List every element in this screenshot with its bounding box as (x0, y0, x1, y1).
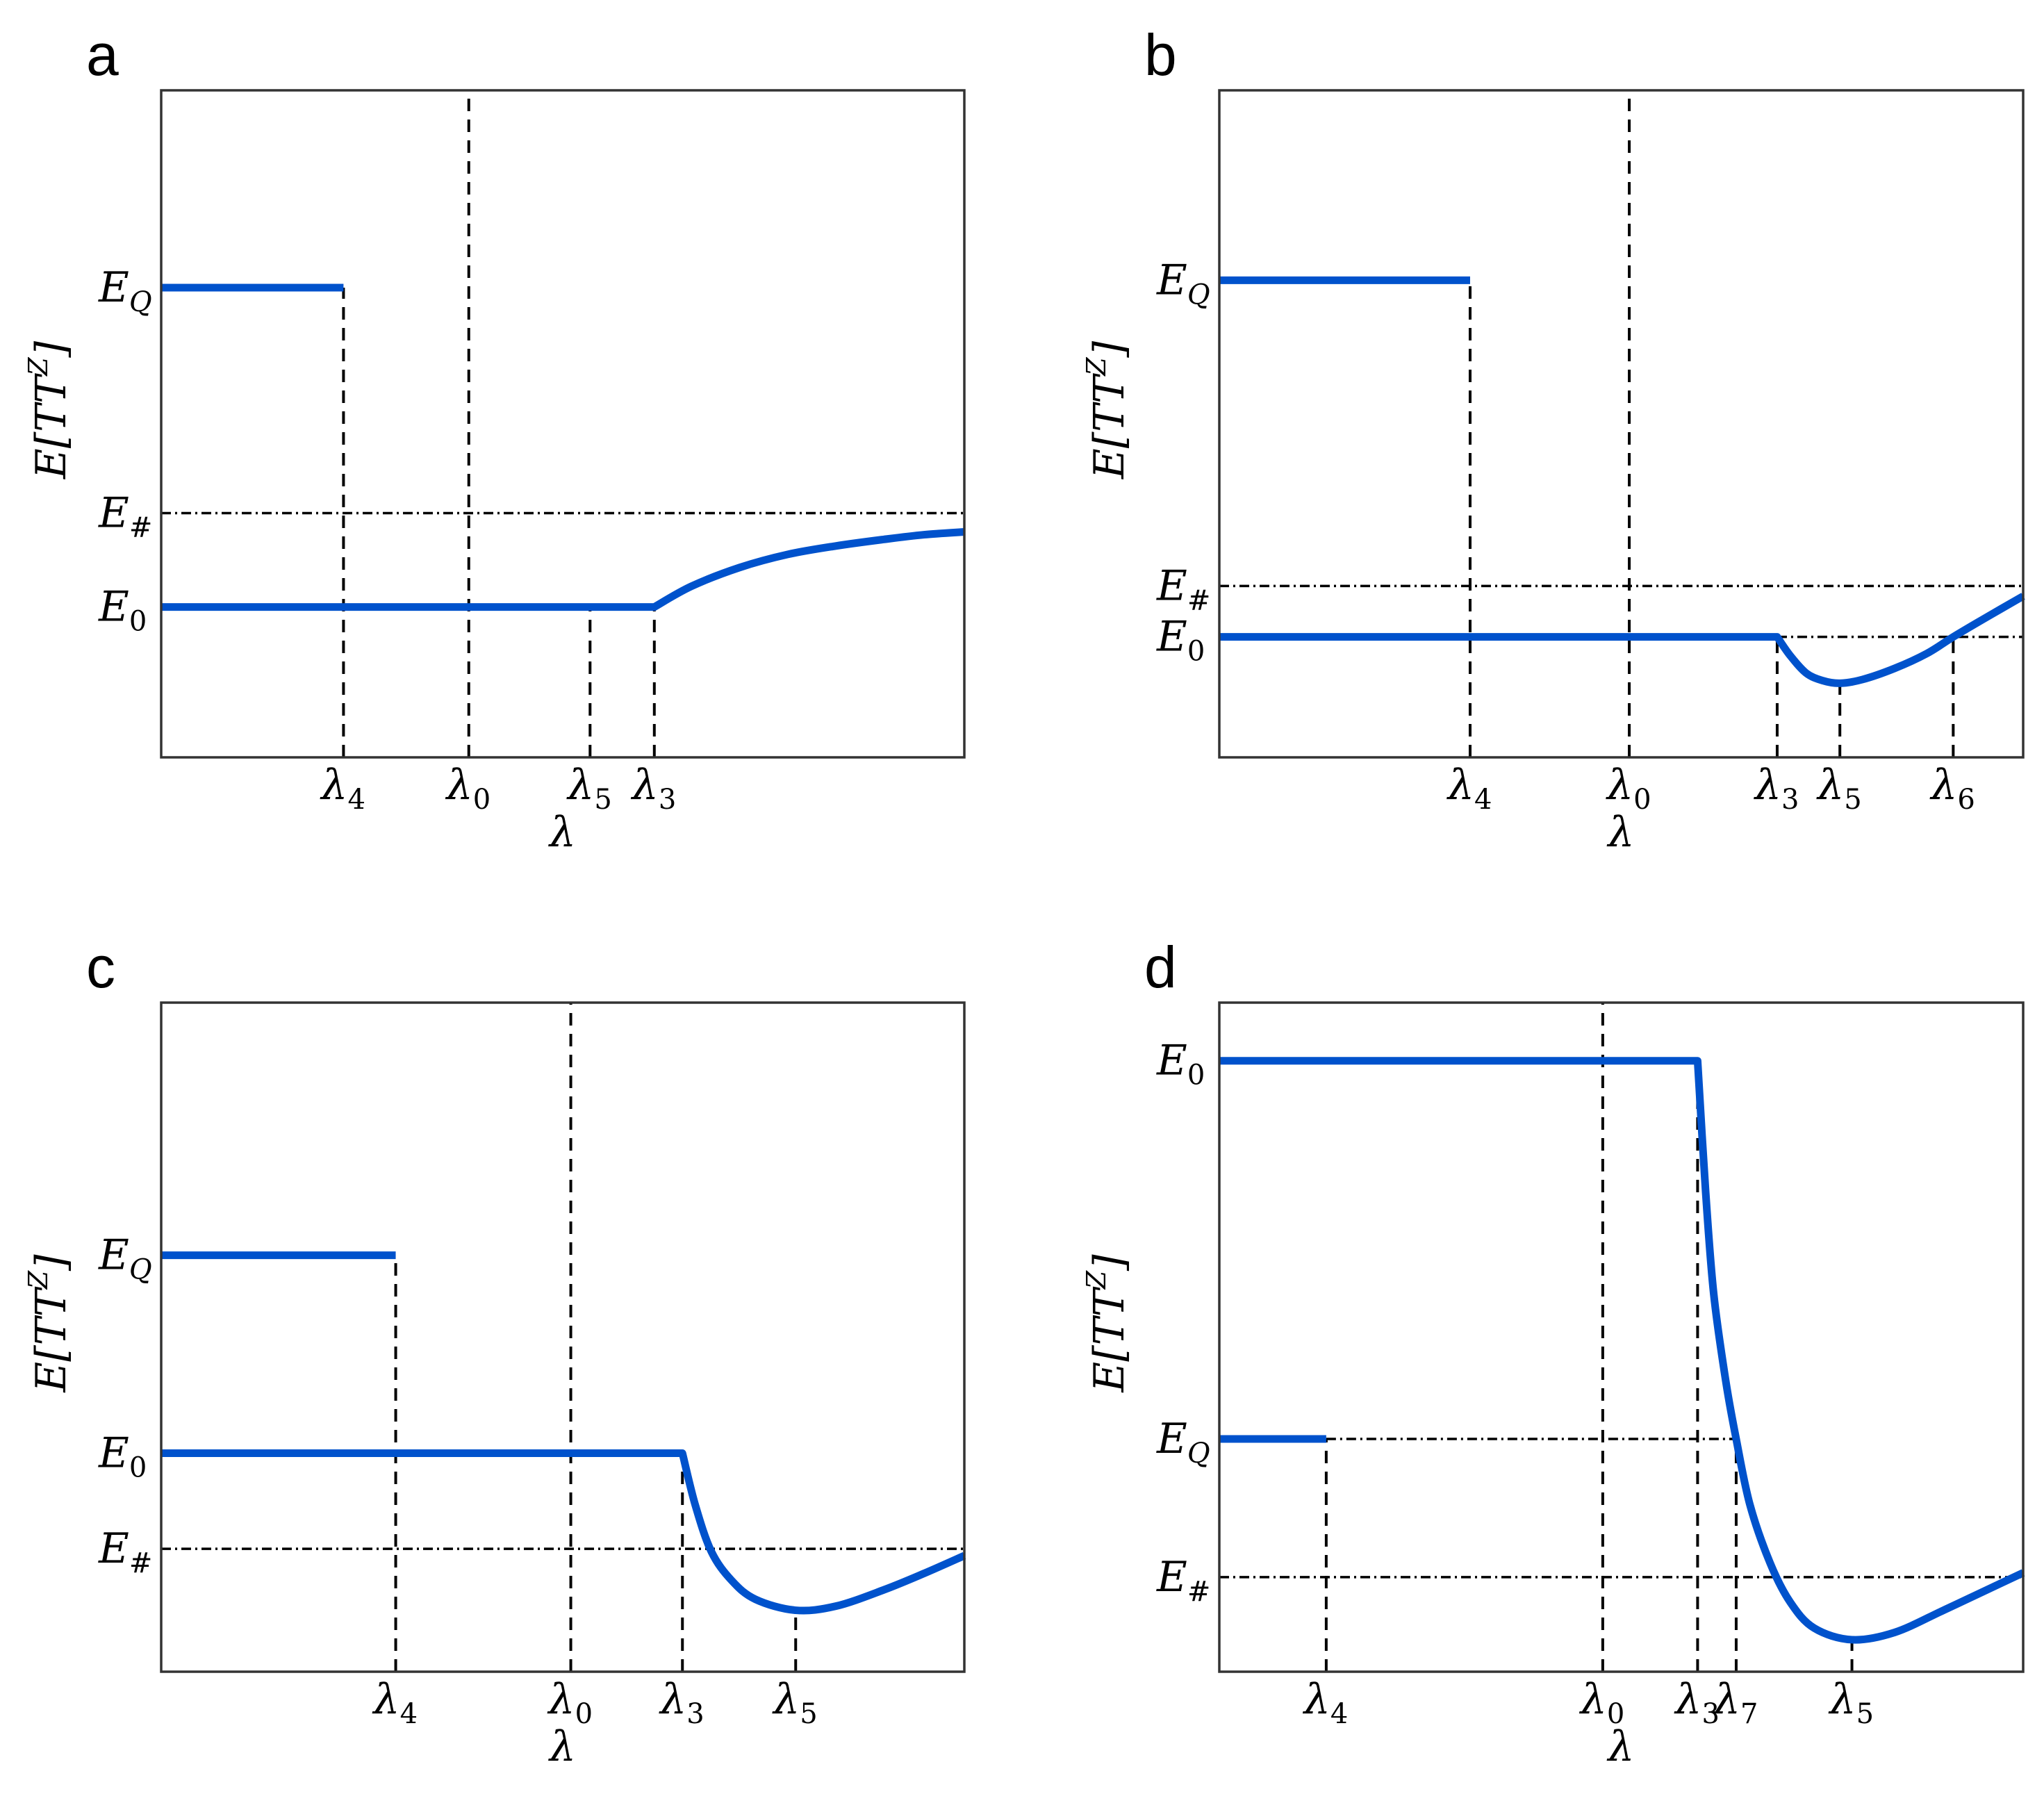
y-tick-label: EQ (1156, 256, 1210, 311)
panel-letter: c (86, 935, 115, 1000)
y-tick-label: E0 (1156, 613, 1205, 668)
series-line-e0-branch (1219, 1057, 2025, 1644)
x-tick-label: λ3 (631, 761, 676, 816)
series-line-e0-branch (161, 528, 965, 611)
y-tick-label: EQ (98, 1231, 152, 1286)
panel-b: b EQ E#E0 λ4 λ0 λ3 λ5 λ6 λ E[TTZ] (1081, 22, 2025, 857)
y-tick-label: EQ (98, 263, 152, 318)
panel-letter: d (1144, 935, 1177, 1000)
y-tick-label: E0 (98, 583, 147, 638)
x-tick-label: λ5 (772, 1675, 817, 1730)
y-tick-label: EQ (1156, 1415, 1210, 1470)
y-tick-label: E# (1156, 1553, 1210, 1608)
plot-frame (160, 89, 966, 759)
x-tick-label: λ0 (1579, 1675, 1624, 1730)
x-tick-label: λ4 (1447, 761, 1492, 816)
plot-frame (1218, 89, 2025, 759)
x-axis-label: λ (1606, 808, 1634, 857)
y-tick-label: E# (1156, 561, 1210, 616)
panel-letter: b (1144, 22, 1177, 88)
y-axis-label: E[TTZ] (23, 1254, 76, 1393)
x-tick-label: λ5 (566, 761, 611, 816)
panel-letter: a (86, 22, 119, 88)
x-tick-label: λ0 (547, 1675, 593, 1730)
y-tick-label: E# (98, 488, 152, 543)
x-tick-label: λ0 (445, 761, 491, 816)
plot-frame (160, 1001, 966, 1673)
y-tick-label: E0 (98, 1429, 147, 1484)
x-axis-label: λ (1606, 1722, 1634, 1771)
panel-c: c EQ E0 E# λ4 λ0 λ3 λ5 λ E[TTZ] (23, 935, 966, 1771)
y-tick-label: E0 (1156, 1037, 1205, 1092)
series-line-e0-branch (161, 1449, 966, 1615)
x-tick-label: λ0 (1606, 761, 1651, 816)
x-tick-label: λ4 (1303, 1675, 1348, 1730)
x-tick-label: λ6 (1929, 761, 1975, 816)
y-axis-label: E[TTZ] (1081, 340, 1134, 479)
y-axis-label: E[TTZ] (23, 340, 76, 479)
x-tick-label: λ3 (659, 1675, 704, 1730)
x-tick-label: λ4 (320, 761, 365, 816)
x-tick-label: λ7 (1713, 1675, 1758, 1730)
series-line-e0-branch (1219, 593, 2025, 687)
panel-a: a EQ E# E0 λ4 λ0 λ5 λ3 λ E[TTZ] (23, 22, 966, 857)
x-tick-label: λ5 (1816, 761, 1861, 816)
x-axis-label: λ (548, 1722, 576, 1771)
plot-frame (1218, 1001, 2025, 1673)
x-tick-label: λ3 (1674, 1675, 1719, 1730)
x-tick-label: λ3 (1754, 761, 1799, 816)
y-tick-label: E# (98, 1524, 152, 1579)
x-axis-label: λ (548, 808, 576, 857)
y-axis-label: E[TTZ] (1081, 1254, 1134, 1393)
x-tick-label: λ4 (372, 1675, 418, 1730)
x-tick-label: λ5 (1829, 1675, 1874, 1730)
